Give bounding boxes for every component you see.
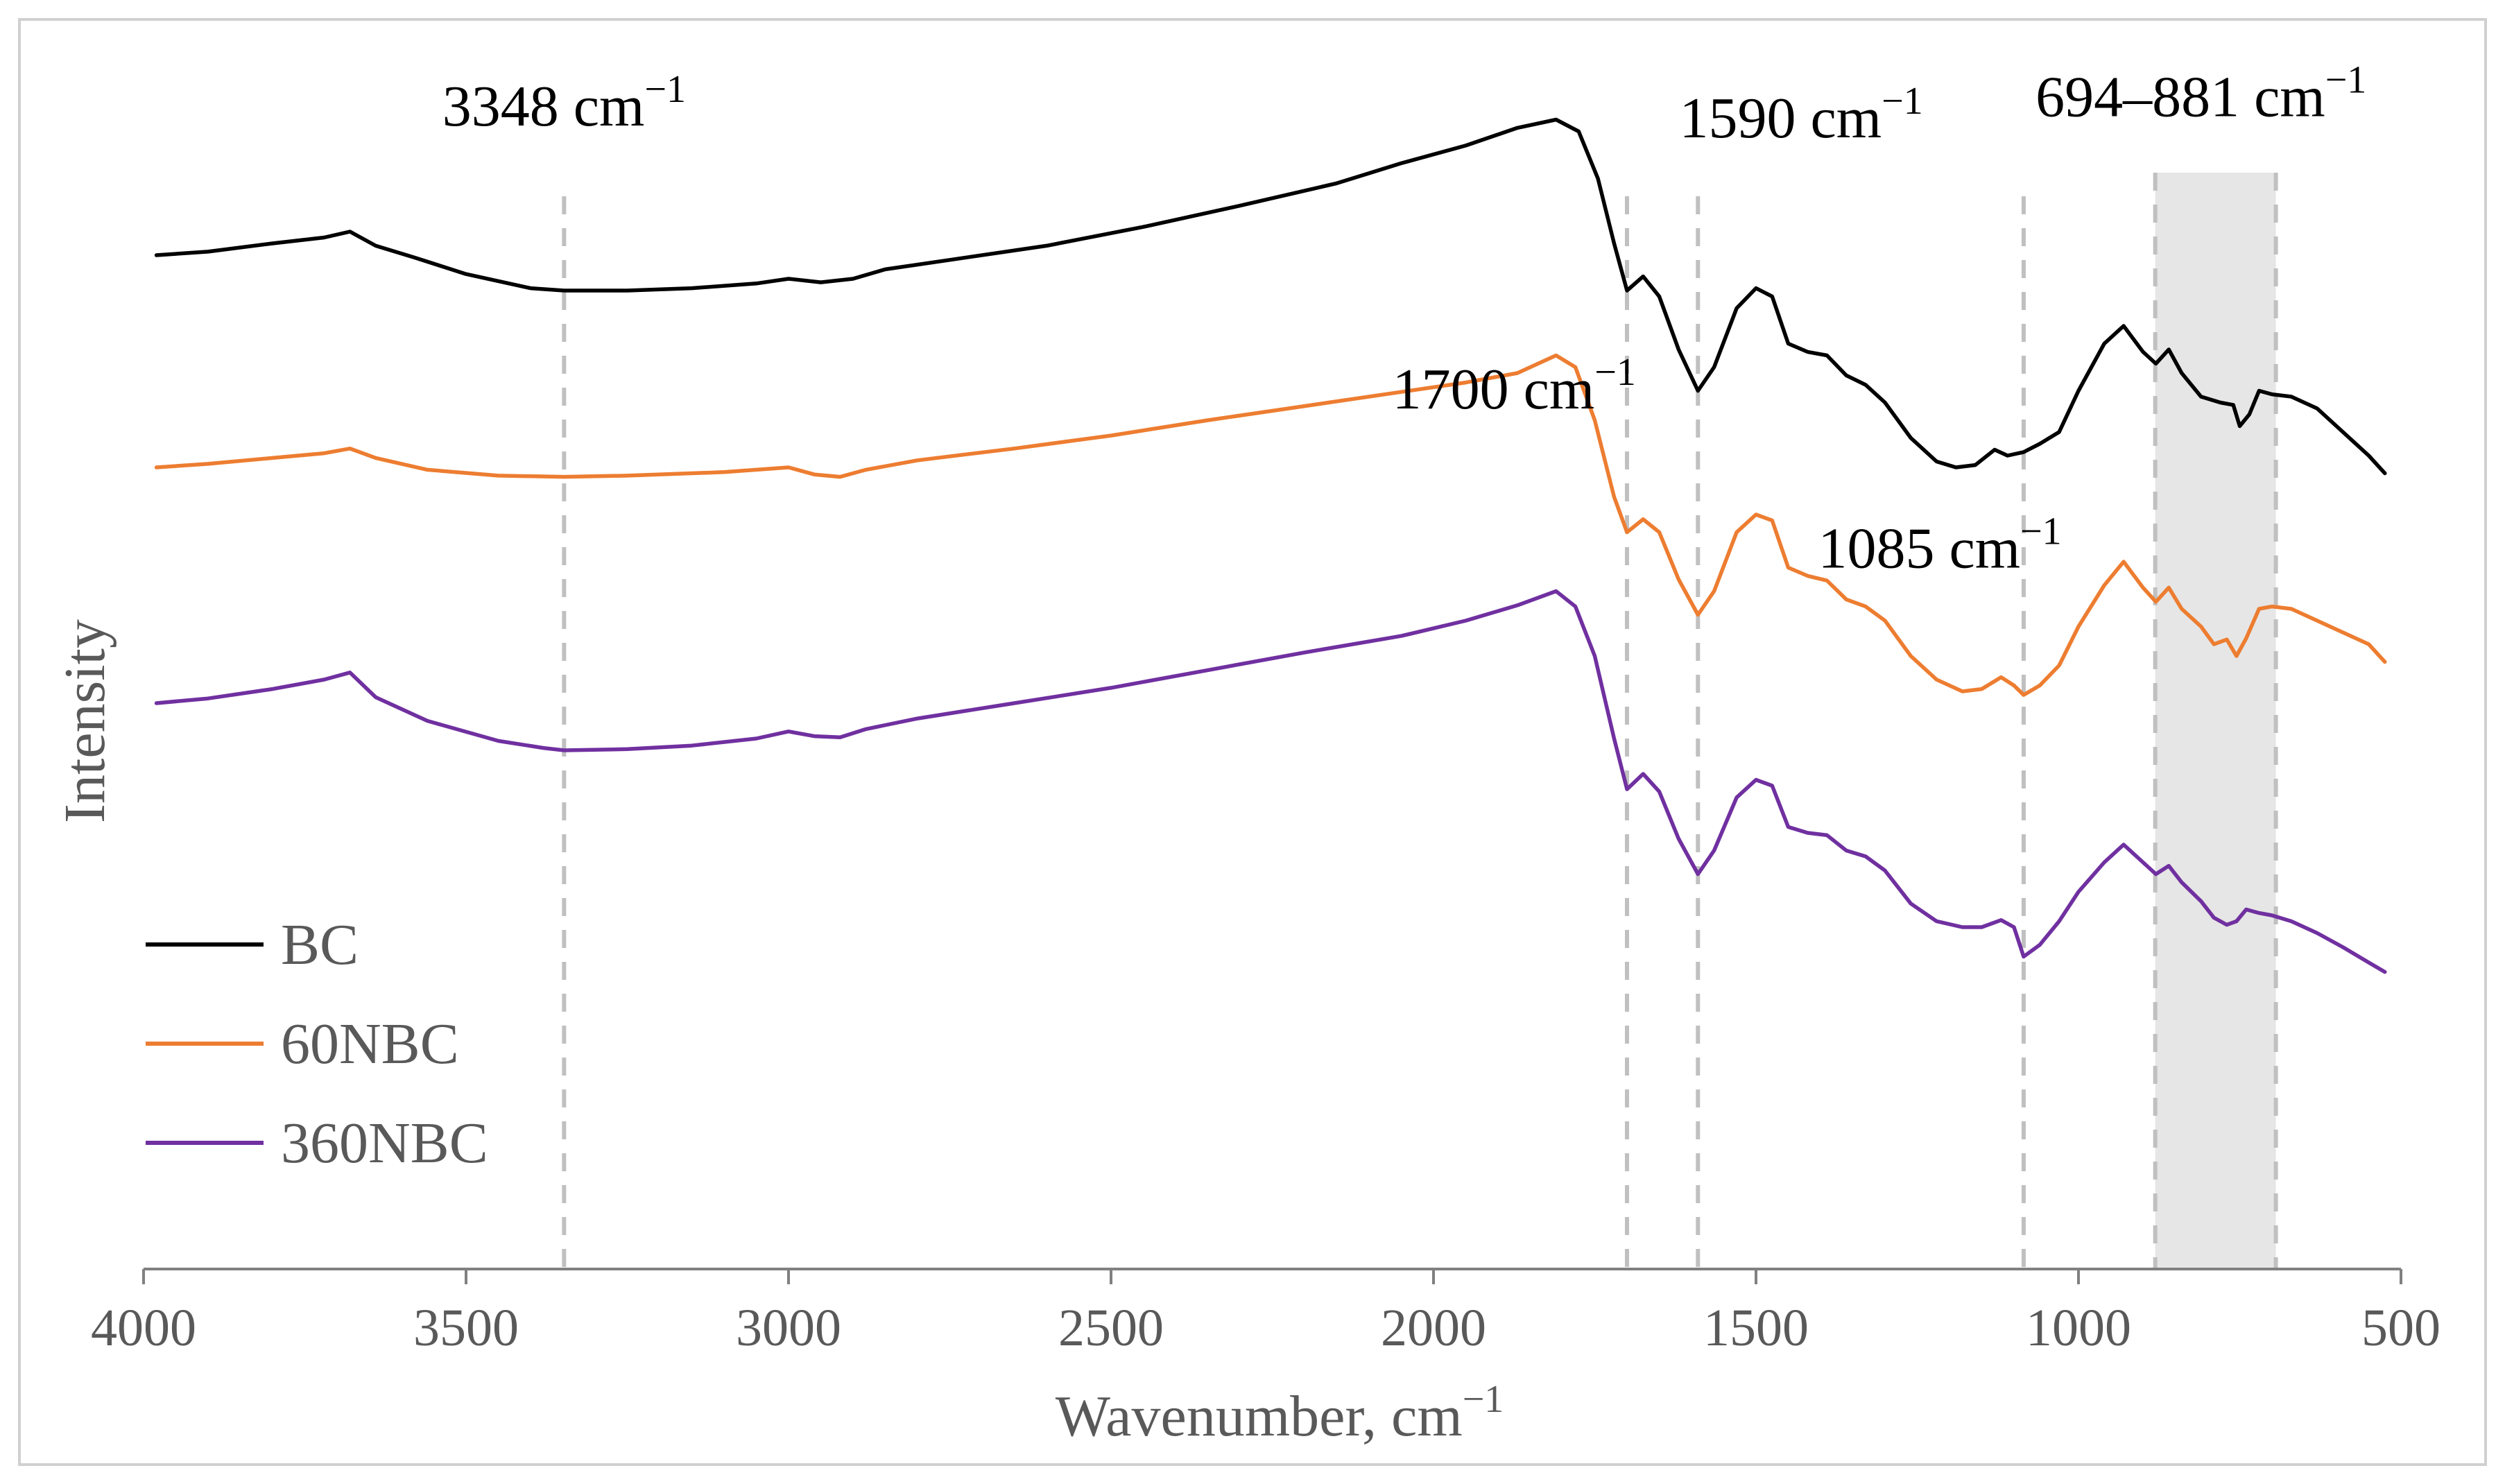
x-tick-label-2500: 2500 xyxy=(1058,1299,1164,1357)
annotation-3: 1085 cm−1 xyxy=(1818,510,2061,581)
annotation-text: 1085 cm xyxy=(1818,517,2020,581)
y-axis-title: Intensity xyxy=(53,619,117,823)
annotation-sup: −1 xyxy=(2325,58,2367,101)
x-tick-label-4000: 4000 xyxy=(91,1299,196,1357)
annotation-text: 1590 cm xyxy=(1679,86,1882,150)
series-line-60nbc xyxy=(154,353,2387,697)
annotation-text: 694–881 cm xyxy=(2035,64,2325,129)
legend-group: BC 60NBC 360NBC xyxy=(146,913,488,1175)
x-axis-title-sup: −1 xyxy=(1463,1378,1504,1421)
annotation-sup: −1 xyxy=(1882,80,1923,123)
legend-label-60nbc: 60NBC xyxy=(281,1012,459,1076)
x-tick-label-3000: 3000 xyxy=(736,1299,841,1357)
series-line-360nbc xyxy=(154,589,2387,974)
x-axis-group: 4000 3500 3000 2500 2000 1500 1000 500 xyxy=(91,1268,2441,1357)
annotation-sup: −1 xyxy=(1594,351,1636,394)
x-tick-label-500: 500 xyxy=(2361,1299,2441,1357)
shaded-region xyxy=(2155,173,2276,1269)
annotation-0: 3348 cm−1 xyxy=(442,68,686,139)
legend-label-360nbc: 360NBC xyxy=(281,1111,488,1175)
annotation-4: 694–881 cm−1 xyxy=(2035,58,2366,129)
annotation-sup: −1 xyxy=(2020,510,2062,553)
series-group xyxy=(154,117,2387,974)
x-tick-label-1500: 1500 xyxy=(1703,1299,1809,1357)
x-tick-label-1000: 1000 xyxy=(2026,1299,2131,1357)
legend-label-bc: BC xyxy=(281,913,359,977)
guide-lines-group xyxy=(562,173,2278,1269)
series-line-bc xyxy=(154,117,2387,476)
shaded-region-group xyxy=(2155,173,2276,1269)
x-tick-label-3500: 3500 xyxy=(413,1299,519,1357)
x-axis-title-text: Wavenumber, cm xyxy=(1056,1384,1463,1449)
chart-border xyxy=(18,18,2487,1466)
annotation-1: 1590 cm−1 xyxy=(1679,80,1922,150)
annotation-text: 1700 cm xyxy=(1393,357,1595,422)
x-tick-label-2000: 2000 xyxy=(1381,1299,1486,1357)
annotation-sup: −1 xyxy=(644,68,686,111)
annotation-2: 1700 cm−1 xyxy=(1393,351,1636,422)
x-axis-title: Wavenumber, cm−1 xyxy=(1056,1378,1504,1449)
annotation-text: 3348 cm xyxy=(442,74,645,139)
